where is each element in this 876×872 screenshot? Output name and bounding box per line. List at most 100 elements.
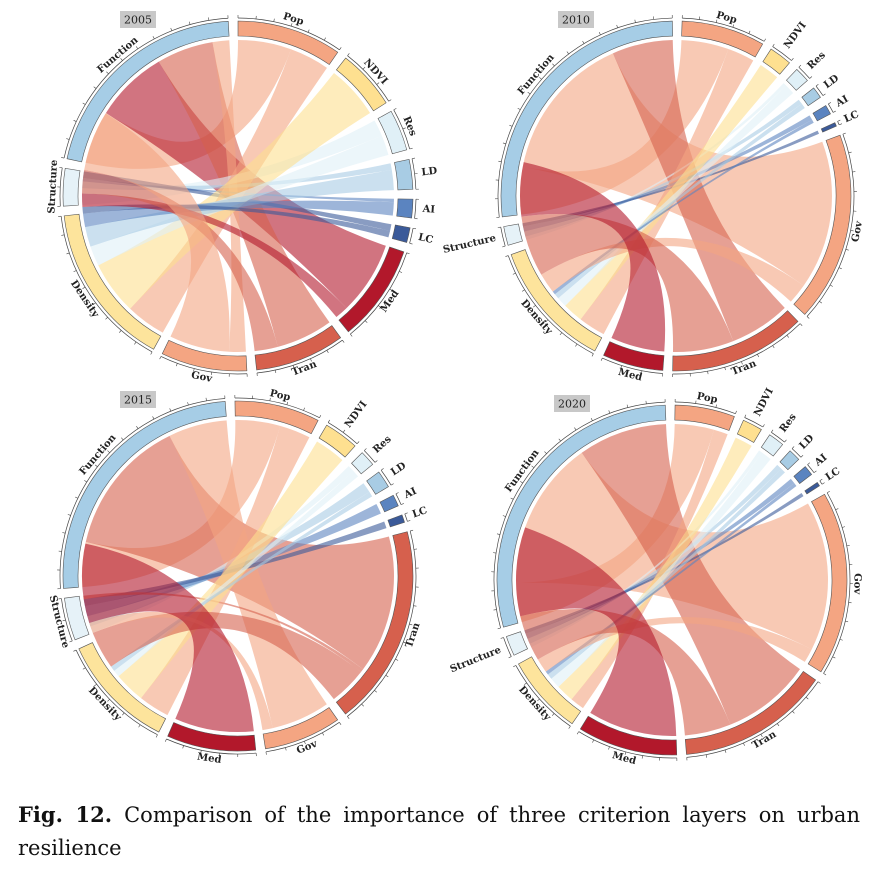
tick-function bbox=[558, 438, 561, 442]
tick-density bbox=[524, 682, 527, 685]
axis-ld bbox=[411, 158, 417, 190]
tick-ai bbox=[833, 110, 836, 113]
tick-function bbox=[93, 86, 97, 89]
tick-lc bbox=[413, 227, 417, 230]
tick-ndvi bbox=[347, 53, 350, 56]
tick-ndvi bbox=[762, 424, 765, 428]
ribbon-density-lc bbox=[82, 204, 391, 238]
tick-med bbox=[576, 731, 579, 735]
axis-tran bbox=[347, 530, 417, 717]
axis-tran bbox=[686, 681, 819, 758]
tick-function bbox=[62, 532, 66, 534]
tick-gov bbox=[304, 741, 306, 745]
tick-med bbox=[182, 745, 184, 749]
tick-structure bbox=[62, 619, 66, 622]
tick-ai bbox=[400, 503, 404, 505]
tick-structure bbox=[508, 656, 512, 659]
label-lc: LC bbox=[843, 109, 861, 125]
label-med: Med bbox=[617, 367, 643, 384]
arc-ai bbox=[379, 494, 399, 513]
tick-pop bbox=[732, 24, 735, 28]
tick-ld bbox=[815, 84, 819, 87]
arc-lc bbox=[387, 514, 405, 528]
figure-caption: Fig. 12. Comparison of the importance of… bbox=[18, 798, 860, 865]
tick-function bbox=[120, 58, 123, 61]
year-badge bbox=[120, 11, 156, 28]
axis-function bbox=[63, 17, 229, 159]
arc-ld bbox=[801, 87, 821, 107]
tick-tran bbox=[741, 361, 743, 365]
label-res: Res bbox=[778, 412, 799, 435]
tick-gov bbox=[339, 722, 342, 725]
tick-pop bbox=[319, 414, 322, 418]
axis-tran bbox=[672, 323, 801, 375]
ribbon-density-gov bbox=[84, 113, 230, 352]
label-structure: Structure bbox=[442, 233, 497, 256]
tick-ndvi bbox=[342, 429, 346, 433]
tick-tran bbox=[326, 350, 329, 353]
tick-function bbox=[61, 157, 65, 159]
tick-med bbox=[624, 751, 627, 755]
tick-gov bbox=[839, 638, 843, 641]
tick-structure bbox=[500, 637, 504, 639]
tick-tran bbox=[805, 696, 809, 700]
arc-tran bbox=[335, 531, 414, 715]
label-lc: LC bbox=[824, 466, 843, 483]
arc-med bbox=[167, 722, 257, 752]
arc-pop bbox=[237, 20, 339, 65]
arc-pop bbox=[234, 400, 319, 435]
label-ld: LD bbox=[798, 433, 817, 452]
arc-function bbox=[496, 404, 667, 628]
tick-function bbox=[608, 410, 611, 414]
ribbon-density-ld bbox=[554, 103, 805, 299]
tick-res bbox=[771, 429, 774, 433]
ribbon-density-tran bbox=[521, 214, 734, 352]
tick-med bbox=[389, 288, 393, 291]
tick-tran bbox=[361, 703, 364, 707]
tick-function bbox=[574, 427, 577, 431]
chord-panel-2005: PopNDVIResLDAILCMedTranGovDensityStructu… bbox=[46, 11, 438, 385]
axis-pop bbox=[234, 397, 320, 419]
ribbon-density-ndvi bbox=[558, 437, 752, 700]
tick-tran bbox=[413, 605, 417, 607]
tick-lc bbox=[409, 242, 413, 245]
ribbon-density-med bbox=[519, 162, 666, 352]
axis-density bbox=[515, 665, 571, 727]
axis-density bbox=[75, 649, 158, 736]
label-structure: Structure bbox=[46, 159, 60, 213]
ribbon-density-ndvi bbox=[98, 73, 371, 309]
tick-ndvi bbox=[791, 58, 794, 61]
arc-pop bbox=[681, 20, 764, 58]
tick-med bbox=[164, 738, 167, 742]
ribbon-density-tran bbox=[92, 611, 361, 700]
tick-ndvi bbox=[772, 43, 775, 47]
tick-function bbox=[582, 40, 585, 44]
tick-ai bbox=[828, 102, 832, 105]
tick-gov bbox=[845, 249, 849, 251]
label-ndvi: NDVI bbox=[343, 399, 370, 430]
tick-ld bbox=[822, 93, 826, 96]
tick-med bbox=[200, 750, 202, 754]
tick-function bbox=[152, 36, 155, 40]
tick-structure bbox=[497, 226, 501, 228]
arc-density bbox=[518, 656, 582, 725]
tick-gov bbox=[176, 363, 178, 367]
tick-density bbox=[82, 667, 86, 670]
tick-function bbox=[66, 138, 70, 140]
tick-tran bbox=[385, 674, 389, 678]
axis-function bbox=[497, 17, 673, 218]
tick-function bbox=[152, 416, 155, 420]
tick-function bbox=[634, 19, 636, 23]
tick-density bbox=[82, 286, 86, 289]
tick-density bbox=[73, 270, 77, 272]
arc-density bbox=[63, 213, 162, 350]
tick-function bbox=[590, 417, 593, 421]
tick-pop bbox=[735, 410, 737, 414]
tick-tran bbox=[310, 358, 312, 362]
tick-med bbox=[350, 333, 353, 337]
tick-structure bbox=[69, 640, 73, 643]
tick-function bbox=[73, 120, 77, 122]
tick-density bbox=[532, 305, 536, 308]
ribbon-structure-ai bbox=[82, 178, 394, 203]
tick-density bbox=[105, 317, 108, 320]
